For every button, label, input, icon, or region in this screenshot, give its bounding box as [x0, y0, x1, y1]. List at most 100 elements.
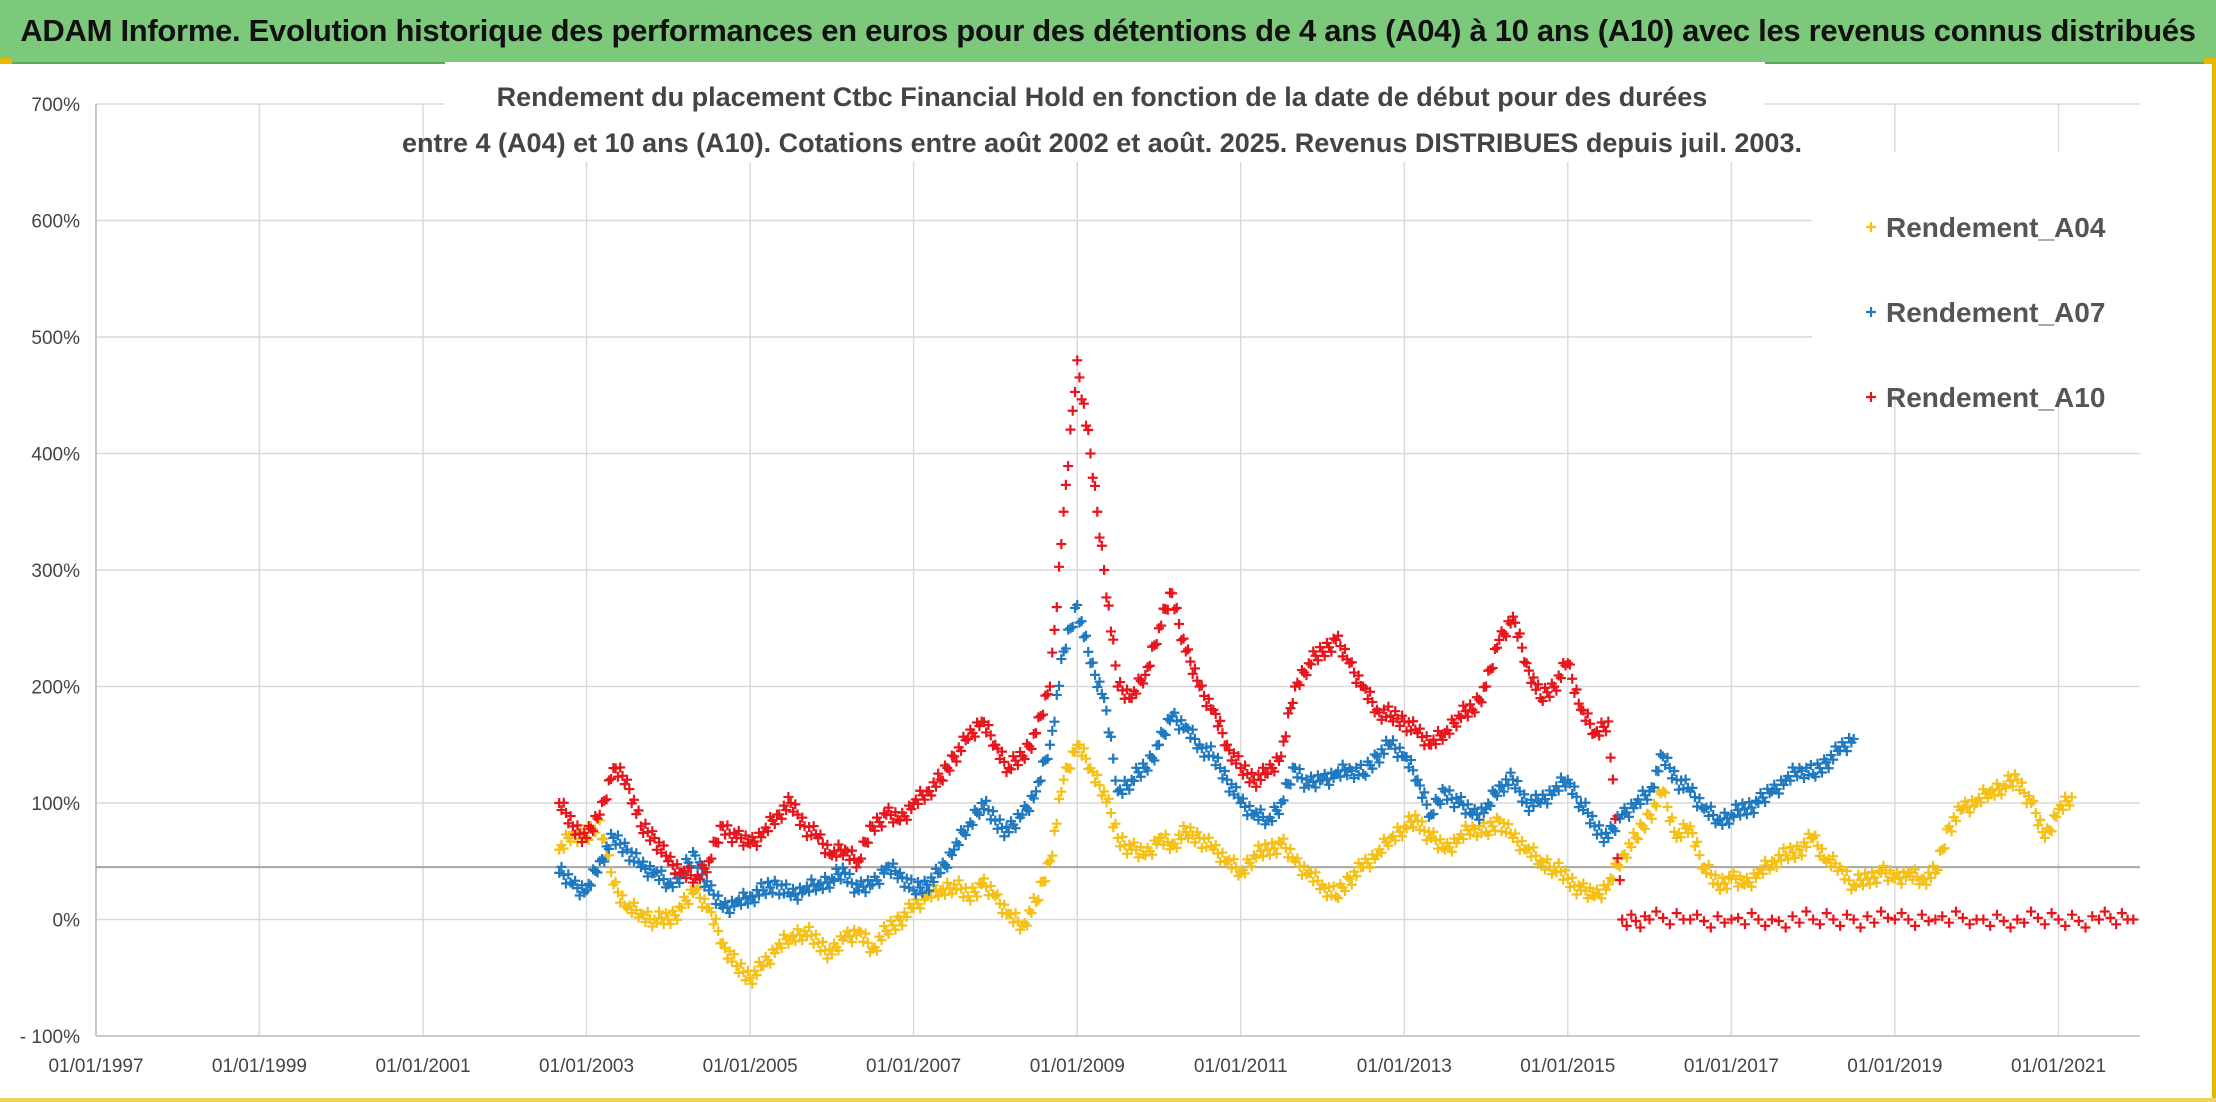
- data-point: [1957, 803, 1968, 814]
- data-point-fill: [1076, 616, 1087, 627]
- data-point-fill: [1876, 906, 1887, 917]
- data-point-fill: [665, 851, 676, 862]
- data-point-fill: [883, 929, 894, 940]
- data-point-fill: [1294, 680, 1305, 691]
- data-point-fill: [1892, 867, 1903, 878]
- data-point-fill: [747, 832, 758, 843]
- data-point-fill: [1687, 828, 1698, 839]
- data-point-fill: [558, 843, 569, 854]
- data-point-fill: [1571, 684, 1582, 695]
- data-point: [1072, 599, 1083, 610]
- data-point-fill: [1147, 849, 1158, 860]
- data-point-fill: [1751, 873, 1762, 884]
- legend-marker: [1866, 307, 1876, 317]
- data-point-fill: [1962, 801, 1973, 812]
- data-point-fill: [1505, 767, 1516, 778]
- data-point-fill: [1176, 834, 1187, 845]
- data-point-fill: [1081, 630, 1092, 641]
- data-point-fill: [967, 819, 978, 830]
- data-point-fill: [1909, 864, 1920, 875]
- data-point: [2026, 798, 2037, 808]
- data-point-fill: [1394, 720, 1405, 731]
- data-point-fill: [1042, 753, 1053, 764]
- data-point-fill: [1105, 731, 1116, 742]
- data-point-fill: [1040, 876, 1051, 887]
- data-point-fill: [1483, 829, 1494, 840]
- data-point-fill: [1026, 907, 1037, 918]
- data-point-fill: [1719, 917, 1730, 928]
- data-point-fill: [694, 874, 705, 885]
- data-point-fill: [808, 821, 819, 832]
- data-point-fill: [1533, 679, 1544, 690]
- data-point-fill: [1310, 782, 1321, 793]
- data-point-fill: [1233, 751, 1244, 762]
- data-point-fill: [1719, 807, 1730, 818]
- data-point-fill: [1042, 689, 1053, 700]
- data-point-fill: [1065, 763, 1076, 774]
- data-point-fill: [1010, 908, 1021, 919]
- data-point-fill: [1299, 782, 1310, 793]
- data-point-fill: [1721, 883, 1732, 894]
- data-point-fill: [1867, 866, 1878, 877]
- data-point-fill: [1551, 685, 1562, 696]
- data-point-fill: [953, 840, 964, 851]
- data-point-fill: [1092, 769, 1103, 780]
- data-point-fill: [1950, 906, 1961, 917]
- data-point-fill: [1185, 656, 1196, 667]
- data-point-fill: [1816, 767, 1827, 778]
- data-point-fill: [1210, 709, 1221, 720]
- data-point-fill: [913, 798, 924, 809]
- data-point-fill: [1587, 811, 1598, 822]
- data-point-fill: [760, 889, 771, 900]
- data-point-fill: [1094, 676, 1105, 687]
- data-point-fill: [1408, 765, 1419, 776]
- data-point-fill: [844, 931, 855, 942]
- data-point-fill: [1896, 878, 1907, 889]
- data-point-fill: [1203, 693, 1214, 704]
- data-point-fill: [810, 885, 821, 896]
- data-point-fill: [1546, 869, 1557, 880]
- data-point-fill: [833, 839, 844, 850]
- right-edge-accent: [2212, 62, 2216, 1102]
- data-point-fill: [1038, 709, 1048, 720]
- data-point-fill: [999, 756, 1010, 767]
- x-tick-label: 01/01/2003: [539, 1056, 634, 1077]
- data-point-fill: [1785, 775, 1796, 786]
- data-point-fill: [651, 917, 662, 928]
- data-point-fill: [924, 885, 935, 896]
- data-point-fill: [1803, 770, 1814, 781]
- data-point-fill: [1231, 758, 1242, 769]
- data-point-fill: [1012, 760, 1023, 771]
- data-point-fill: [1626, 841, 1637, 852]
- data-point-fill: [1537, 696, 1548, 707]
- data-point-fill: [1035, 775, 1046, 786]
- data-point-fill: [683, 862, 694, 873]
- data-point-fill: [1212, 752, 1223, 763]
- data-point-fill: [1403, 811, 1414, 822]
- data-point-fill: [2067, 909, 2078, 920]
- data-point-fill: [1090, 480, 1101, 491]
- data-point-fill: [667, 882, 678, 893]
- data-point-fill: [1006, 764, 1017, 775]
- data-point-fill: [1712, 911, 1723, 922]
- data-point-fill: [815, 878, 826, 889]
- data-point-fill: [1142, 662, 1153, 673]
- data-point-fill: [915, 882, 926, 893]
- data-point: [949, 844, 960, 855]
- data-point-fill: [999, 899, 1010, 910]
- data-point-fill: [1240, 868, 1251, 879]
- data-point-fill: [1553, 785, 1564, 796]
- data-point-fill: [656, 912, 667, 923]
- data-point-fill: [747, 891, 758, 902]
- data-point-fill: [1410, 810, 1421, 821]
- data-point: [1712, 879, 1723, 890]
- data-point-fill: [792, 924, 803, 935]
- data-point-fill: [1628, 827, 1639, 838]
- data-point: [1862, 873, 1873, 884]
- data-point-fill: [1530, 850, 1541, 861]
- data-point-fill: [874, 878, 885, 889]
- data-point-fill: [1051, 818, 1062, 829]
- data-point: [1031, 786, 1042, 797]
- data-point-fill: [1090, 669, 1101, 680]
- data-point-fill: [2005, 776, 2016, 787]
